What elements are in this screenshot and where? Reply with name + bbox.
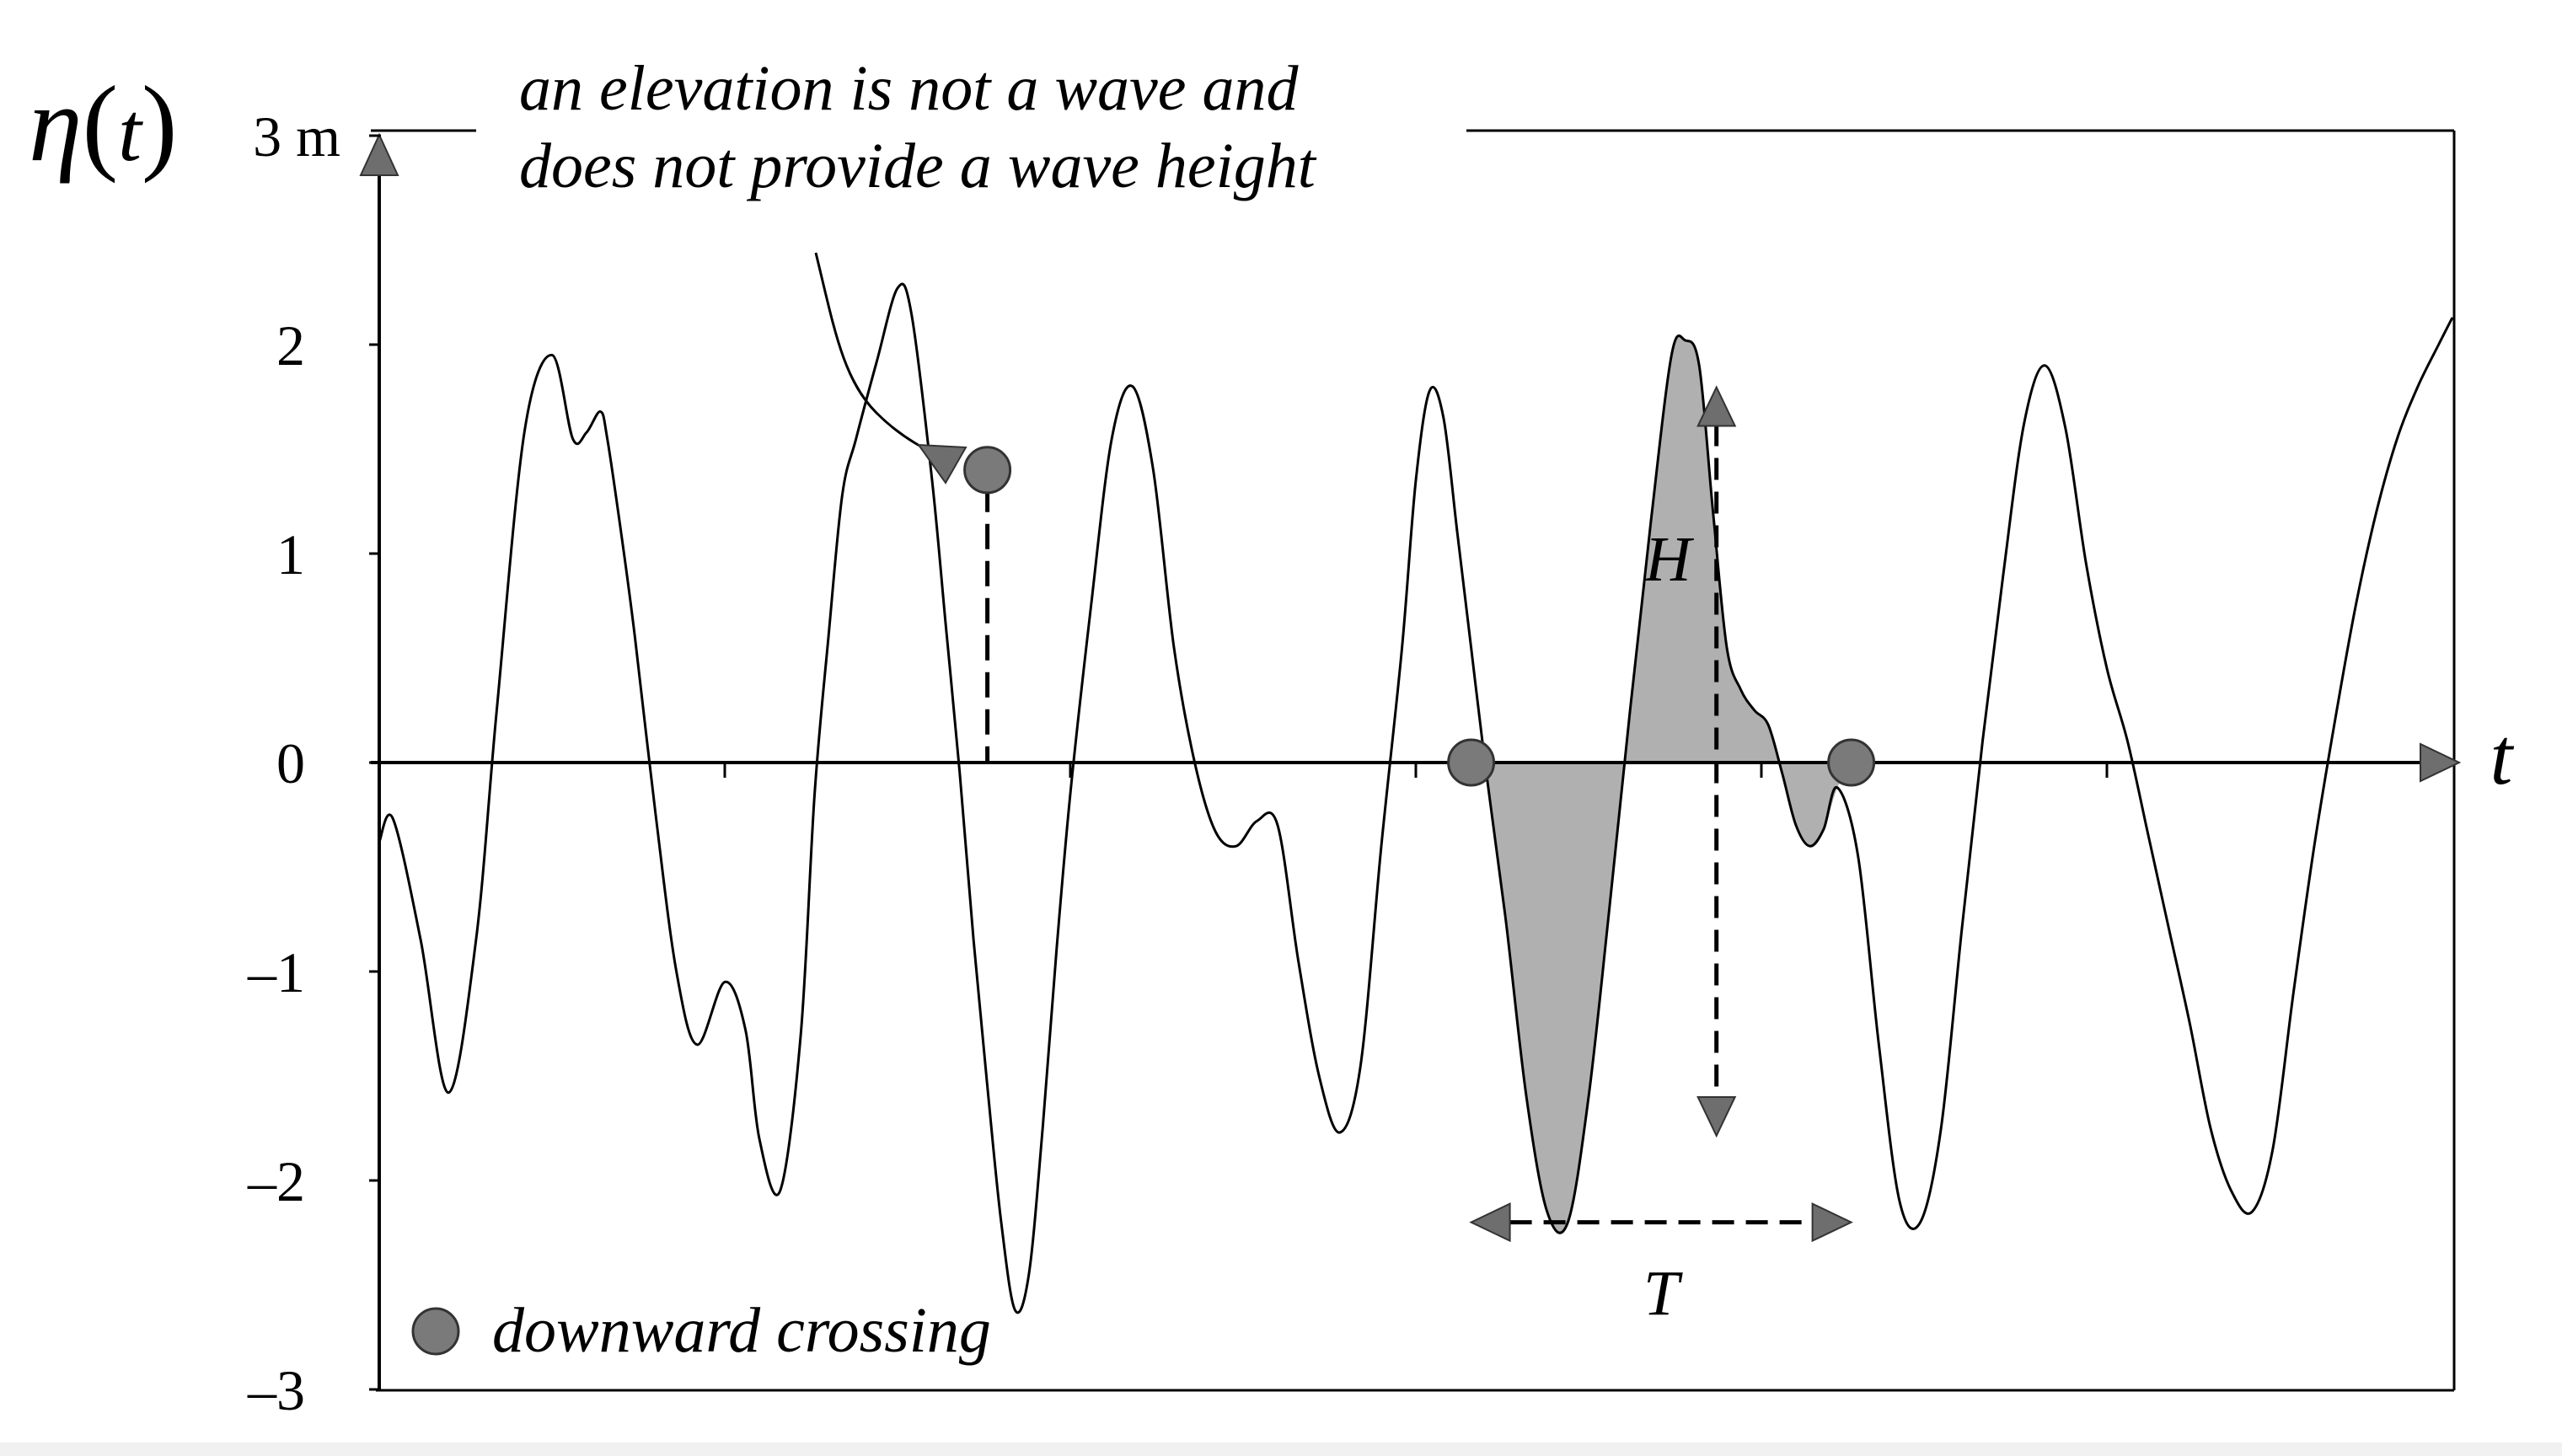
- annotation-line-2: does not provide a wave height: [519, 131, 1317, 201]
- annotation-pointer-line: [816, 253, 952, 462]
- wave-period-arrowhead-right: [1813, 1204, 1852, 1241]
- legend-label: downward crossing: [492, 1295, 991, 1366]
- y-axis-argument: t: [118, 85, 143, 179]
- y-tick-label: –1: [247, 940, 305, 1004]
- y-tick-label: –3: [247, 1358, 305, 1422]
- annotation-pointer-arrowhead: [919, 445, 966, 483]
- wave-height-arrowhead-down: [1698, 1097, 1735, 1136]
- wave-period-label: T: [1643, 1259, 1683, 1330]
- x-axis-label: t: [2490, 711, 2515, 801]
- y-axis-paren-open: (: [83, 64, 119, 184]
- y-tick-label: 3 m: [253, 104, 340, 169]
- shaded-wave-area: [1471, 335, 1852, 1233]
- annotation-line-1: an elevation is not a wave and: [519, 53, 1300, 124]
- wave-period-arrowhead-left: [1471, 1204, 1510, 1241]
- page-bottom-strip: [0, 1443, 2562, 1456]
- y-axis-symbol: η: [29, 64, 83, 184]
- y-tick-label: 2: [276, 313, 305, 377]
- downward-crossing-marker: [1449, 740, 1494, 785]
- y-tick-label: 1: [276, 522, 305, 586]
- elevation-marker: [965, 447, 1010, 493]
- wave-height-label: H: [1644, 524, 1695, 595]
- downward-crossing-marker: [1829, 740, 1874, 785]
- y-axis-arrowhead: [361, 135, 398, 175]
- legend-marker: [413, 1309, 458, 1354]
- y-axis-paren-close: ): [142, 64, 178, 184]
- y-axis-label: η(t): [29, 64, 178, 184]
- y-tick-label: 0: [276, 731, 305, 795]
- surface-elevation-curve: [379, 284, 2452, 1313]
- y-tick-label: –2: [247, 1149, 305, 1213]
